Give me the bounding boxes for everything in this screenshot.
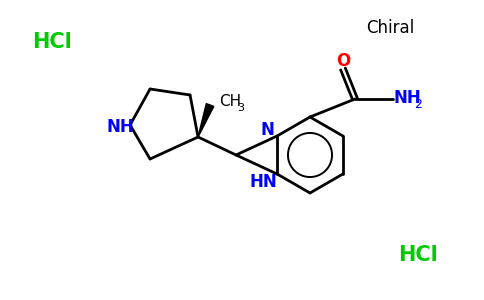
Text: Chiral: Chiral — [366, 19, 414, 37]
Text: HCl: HCl — [398, 245, 438, 265]
Text: HCl: HCl — [32, 32, 72, 52]
Text: NH: NH — [106, 118, 134, 136]
Polygon shape — [198, 103, 214, 137]
Text: 3: 3 — [238, 103, 244, 113]
Text: O: O — [336, 52, 350, 70]
Text: CH: CH — [219, 94, 241, 110]
Text: NH: NH — [393, 89, 421, 107]
Text: 2: 2 — [414, 98, 422, 110]
Text: HN: HN — [249, 173, 277, 191]
Text: N: N — [260, 121, 274, 139]
